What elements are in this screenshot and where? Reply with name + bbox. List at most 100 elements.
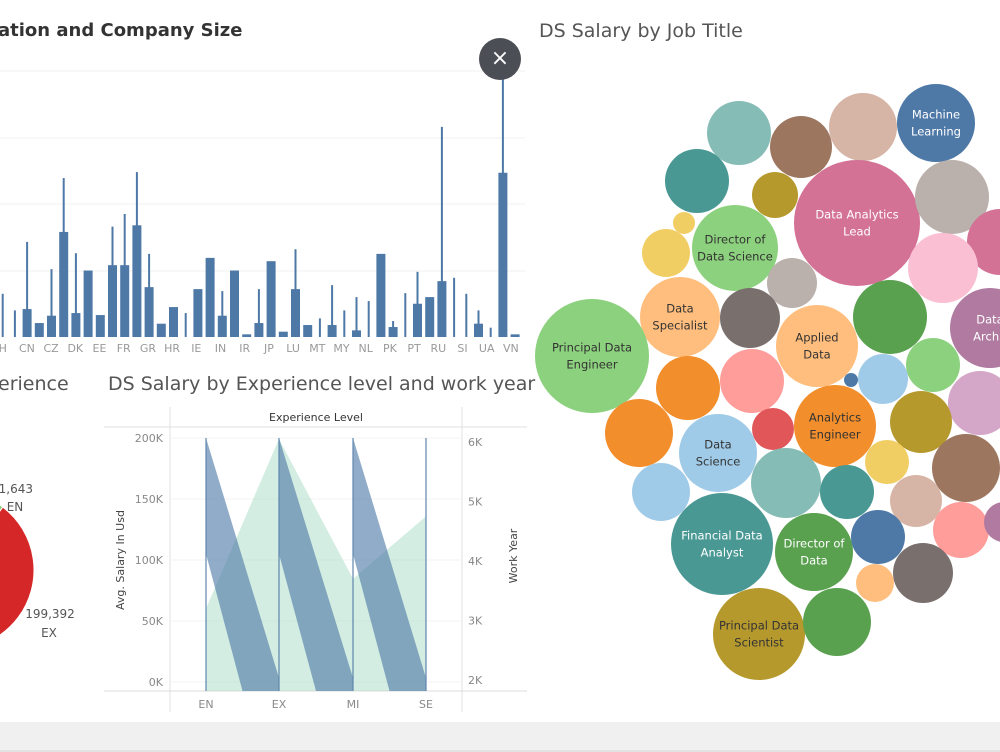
x-tick-label: EN xyxy=(198,698,213,711)
bubble-label: Analytics xyxy=(809,411,861,425)
bar xyxy=(71,313,81,337)
y-axis-title: Avg. Salary In Usd xyxy=(114,510,127,610)
bubble-label: Scientist xyxy=(734,636,784,650)
bubble-label: Data xyxy=(666,302,693,316)
bar xyxy=(498,172,508,337)
bubble-label: Applied xyxy=(795,331,838,345)
job-bubble xyxy=(767,258,817,308)
y-tick-label: 150K xyxy=(135,493,164,506)
bar xyxy=(108,265,117,337)
job-bubble xyxy=(890,475,942,527)
job-bubble xyxy=(776,305,858,387)
job-bubble xyxy=(679,414,757,492)
bubble-label: Science xyxy=(696,455,741,469)
bar xyxy=(266,261,276,337)
x-tick-label: EX xyxy=(272,698,287,711)
y2-tick-label: 5K xyxy=(468,496,483,509)
x-tick-label: PK xyxy=(383,342,398,355)
job-bubble xyxy=(692,205,778,291)
bubble-label: Director of xyxy=(705,233,767,247)
job-chart-title: DS Salary by Job Title xyxy=(539,20,743,42)
bar-line xyxy=(50,269,53,337)
job-bubble xyxy=(908,233,978,303)
job-bubble xyxy=(851,510,905,564)
job-bubble xyxy=(707,101,771,165)
job-bubble xyxy=(865,440,909,484)
bubble-label: Financial Data xyxy=(681,529,762,543)
bar xyxy=(22,309,32,337)
job-bubble xyxy=(794,385,876,467)
bar-line xyxy=(489,327,492,337)
bubble-label: Data xyxy=(803,348,830,362)
pie-slice-ex xyxy=(0,506,35,636)
y2-tick-label: 2K xyxy=(468,674,483,687)
bubble-label: Analyst xyxy=(701,546,744,560)
bar xyxy=(144,287,154,337)
bar xyxy=(303,325,313,337)
job-bubble xyxy=(752,408,794,450)
job-bubble xyxy=(948,371,1000,435)
experience-chart-title: DS Salary by Experience level and work y… xyxy=(108,373,536,395)
job-bubble xyxy=(932,434,1000,502)
job-bubble xyxy=(893,543,953,603)
job-bubble xyxy=(820,465,874,519)
bar-line xyxy=(343,310,346,337)
bubble-label: Engineer xyxy=(809,428,860,442)
x-tick-label: MY xyxy=(333,342,349,355)
x-tick-label: MT xyxy=(309,342,325,355)
bar-line xyxy=(367,301,370,337)
bar xyxy=(437,281,447,337)
job-bubble xyxy=(770,116,832,178)
pie-value-label: 61,643 xyxy=(0,482,33,496)
bar xyxy=(278,331,288,337)
bar-line xyxy=(318,318,321,337)
bar xyxy=(291,289,300,337)
x-tick-label: LU xyxy=(286,342,300,355)
job-bubble xyxy=(984,502,1000,542)
job-bubble xyxy=(671,493,773,595)
x-tick-label: FR xyxy=(117,342,131,355)
bubble-label: Principal Data xyxy=(719,619,799,633)
bubble-label: Data xyxy=(976,313,1000,327)
bar-line xyxy=(26,241,29,337)
bubble-label: Data Science xyxy=(697,250,773,264)
bar-line xyxy=(440,126,443,337)
x-tick-label: CN xyxy=(19,342,35,355)
job-bubble xyxy=(642,229,690,277)
x-tick-label: PT xyxy=(407,342,421,355)
job-bubble xyxy=(665,149,729,213)
close-button[interactable]: × xyxy=(479,38,521,80)
bar xyxy=(83,270,93,337)
pie-category-label: EX xyxy=(41,626,57,640)
job-bubble xyxy=(803,588,871,656)
bar xyxy=(474,323,483,337)
bar xyxy=(352,330,361,337)
x-tick-label: H xyxy=(0,342,7,355)
x-tick-label: GR xyxy=(140,342,157,355)
x-tick-label: IR xyxy=(239,342,250,355)
bar xyxy=(169,307,178,337)
y-tick-label: 100K xyxy=(135,554,164,567)
x-tick-label: SE xyxy=(419,698,433,711)
bar xyxy=(193,289,203,337)
pie-value-label: 199,392 xyxy=(25,607,75,621)
bar xyxy=(132,225,142,337)
bubble-label: Learning xyxy=(911,125,961,139)
bar xyxy=(230,270,239,337)
job-bubble xyxy=(906,338,960,392)
bar-line xyxy=(13,310,16,337)
close-icon: × xyxy=(490,46,510,71)
bar xyxy=(95,315,105,337)
job-bubble xyxy=(950,288,1000,368)
x-tick-label: EE xyxy=(93,342,107,355)
bubble-label: Data xyxy=(704,438,731,452)
x-tick-label: HR xyxy=(164,342,180,355)
job-bubble xyxy=(897,84,975,162)
bubble-label: Data Analytics xyxy=(815,208,898,222)
bar-line xyxy=(257,289,260,337)
job-bubble xyxy=(853,280,927,354)
location-chart-title: ation and Company Size xyxy=(0,20,243,41)
job-bubble xyxy=(605,399,673,467)
bar xyxy=(388,327,398,337)
bar xyxy=(254,323,264,337)
